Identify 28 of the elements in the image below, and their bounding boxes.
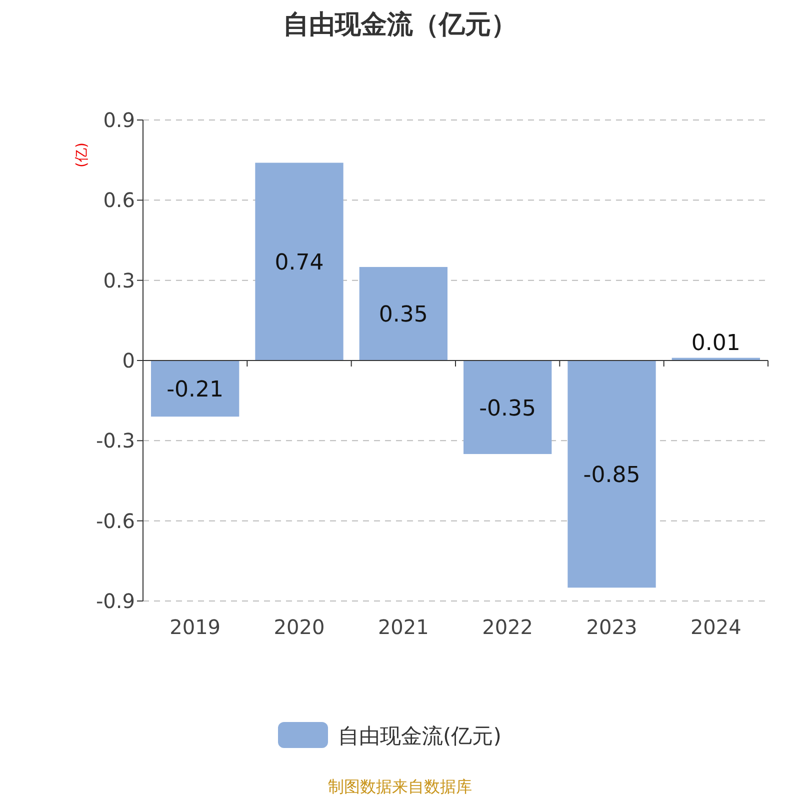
legend-label: 自由现金流(亿元): [338, 724, 502, 748]
bar: [151, 360, 240, 417]
y-tick-label: 0.9: [103, 108, 135, 132]
x-tick-label: 2019: [170, 615, 221, 639]
data-label: 0.01: [691, 330, 740, 356]
data-label: -0.35: [479, 396, 536, 422]
y-axis-title: (亿): [74, 142, 90, 168]
data-label: -0.21: [166, 378, 224, 403]
y-tick-label: 0: [122, 348, 135, 372]
bar: [255, 162, 344, 360]
y-tick-label: -0.9: [96, 589, 135, 613]
chart-title: 自由现金流（亿元）: [283, 10, 517, 40]
data-label: 0.35: [378, 302, 428, 328]
bar: [359, 266, 448, 360]
y-tick-label: -0.6: [96, 508, 135, 533]
x-tick-label: 2022: [482, 615, 534, 639]
text: 制图数据来自数据库: [328, 777, 472, 796]
x-tick-label: 2024: [690, 615, 742, 639]
x-tick-label: 2023: [586, 615, 638, 639]
data-label: 0.74: [274, 250, 324, 276]
x-tick-label: 2020: [274, 615, 325, 639]
y-tick-label: -0.3: [96, 428, 135, 453]
bar: [464, 360, 552, 454]
y-tick-label: 0.3: [103, 268, 135, 292]
bar: [568, 360, 656, 588]
x-tick-label: 2021: [378, 615, 429, 639]
y-tick-label: 0.6: [103, 188, 135, 212]
data-label: -0.85: [583, 463, 640, 488]
